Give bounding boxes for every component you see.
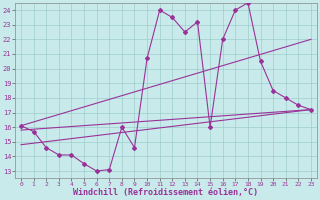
X-axis label: Windchill (Refroidissement éolien,°C): Windchill (Refroidissement éolien,°C) — [74, 188, 259, 197]
